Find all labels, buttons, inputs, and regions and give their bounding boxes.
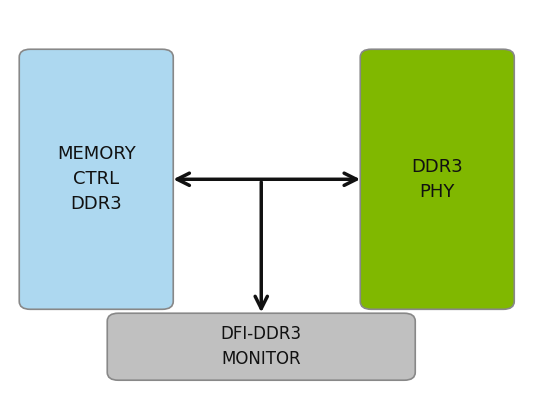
- FancyBboxPatch shape: [19, 49, 173, 309]
- FancyBboxPatch shape: [360, 49, 514, 309]
- Text: MEMORY
CTRL
DDR3: MEMORY CTRL DDR3: [57, 145, 136, 213]
- Text: DFI-DDR3
MONITOR: DFI-DDR3 MONITOR: [221, 325, 302, 368]
- FancyBboxPatch shape: [107, 313, 415, 380]
- Text: DDR3
PHY: DDR3 PHY: [411, 158, 463, 201]
